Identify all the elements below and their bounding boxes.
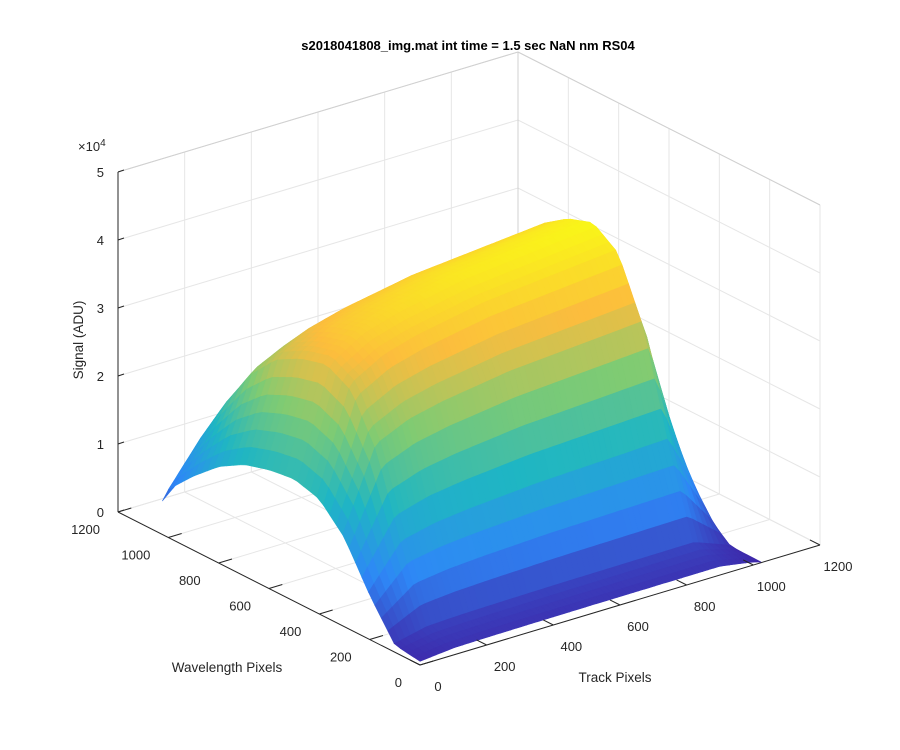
y-tick-mark <box>218 558 233 564</box>
z-tick-label: 1 <box>97 437 104 452</box>
surface-patch <box>412 654 426 662</box>
z-tick-label: 0 <box>97 505 104 520</box>
x-tick-label: 0 <box>434 679 441 694</box>
y-tick-label: 400 <box>280 624 302 639</box>
y-tick-label: 1200 <box>71 522 100 537</box>
z-exponent-label: ×104 <box>78 138 106 154</box>
y-tick-mark <box>369 635 384 640</box>
grid-line <box>117 51 821 206</box>
y-tick-mark <box>268 584 283 589</box>
x-tick-label: 200 <box>494 659 516 674</box>
x-tick-labels: 0 200 400 600 800 1000 1200 <box>409 539 853 694</box>
x-tick-label: 1000 <box>757 579 786 594</box>
y-tick-label: 0 <box>395 675 402 690</box>
y-tick-mark <box>168 533 182 538</box>
z-tick-label: 4 <box>97 233 104 248</box>
y-tick-mark <box>117 507 132 513</box>
z-tick-label: 5 <box>97 165 104 180</box>
z-tick-mark <box>117 441 125 445</box>
z-tick-label: 2 <box>97 369 104 384</box>
chart-title: s2018041808_img.mat int time = 1.5 sec N… <box>301 38 635 53</box>
y-tick-labels: 0 200 400 600 800 1000 1200 <box>71 507 434 690</box>
y-axis-label: Wavelength Pixels <box>172 660 283 675</box>
z-tick-mark <box>117 373 125 377</box>
x-tick-label: 400 <box>560 639 582 654</box>
y-tick-mark <box>419 660 434 666</box>
z-axis-label: Signal (ADU) <box>71 301 86 380</box>
x-tick-mark <box>676 579 687 586</box>
x-tick-mark <box>476 639 487 646</box>
y-tick-label: 600 <box>229 599 251 614</box>
y-tick-label: 1000 <box>121 548 150 563</box>
box-edge <box>517 51 821 206</box>
z-tick-label: 3 <box>97 301 104 316</box>
y-tick-label: 800 <box>179 573 201 588</box>
x-tick-label: 1200 <box>824 559 853 574</box>
grid-line <box>117 119 821 274</box>
y-tick-mark <box>319 609 333 615</box>
x-tick-label: 600 <box>627 619 649 634</box>
z-tick-mark <box>117 305 125 309</box>
x-tick-mark <box>409 659 421 666</box>
z-tick-mark <box>117 169 125 173</box>
x-tick-mark <box>743 559 754 566</box>
z-tick-labels: 0 1 2 3 4 5 <box>97 165 125 520</box>
x-tick-mark <box>809 539 821 546</box>
box-edge <box>117 51 519 173</box>
x-tick-label: 800 <box>694 599 716 614</box>
x-tick-mark <box>609 599 621 606</box>
x-tick-mark <box>543 619 554 626</box>
z-tick-mark <box>117 237 125 241</box>
surface-mesh <box>162 218 762 662</box>
y-tick-label: 200 <box>330 650 352 665</box>
x-axis-label: Track Pixels <box>578 670 651 685</box>
